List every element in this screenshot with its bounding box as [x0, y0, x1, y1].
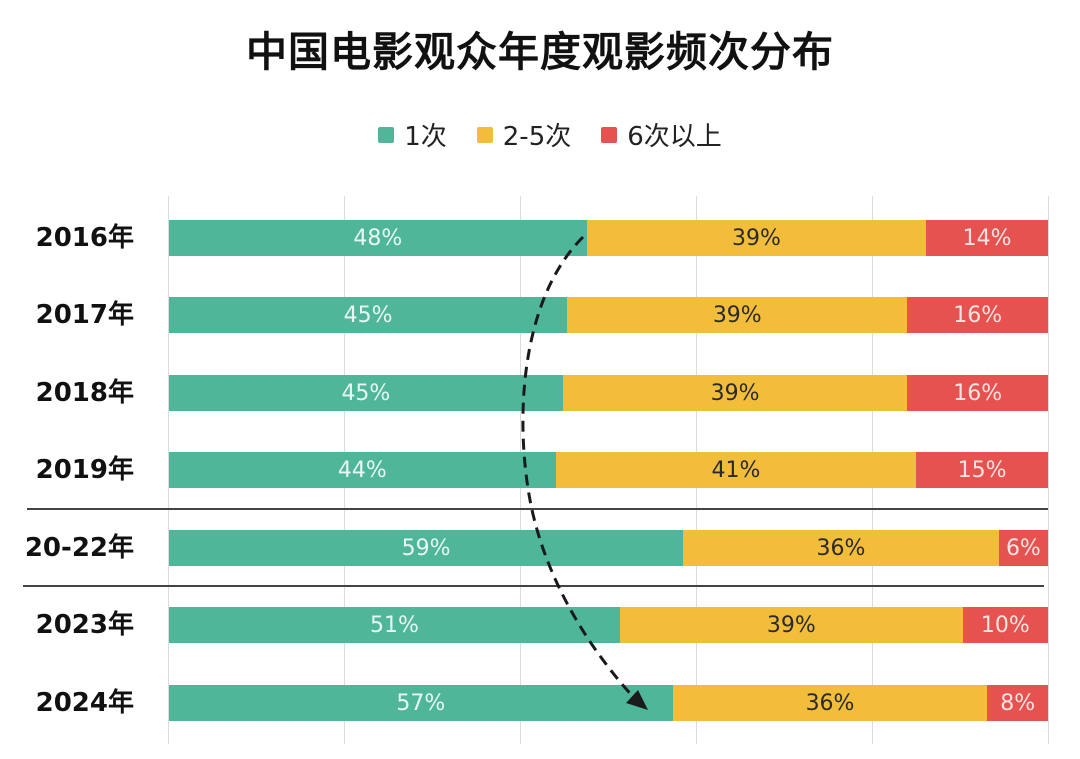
- segment-once: 57%: [169, 685, 673, 721]
- segment-2-5: 39%: [562, 375, 908, 411]
- segment-2-5: 41%: [555, 452, 917, 488]
- legend-label: 2-5次: [502, 122, 572, 152]
- stacked-bar-2016: 48% 39% 14%: [169, 220, 1049, 256]
- segment-6plus: 6%: [998, 530, 1048, 566]
- segment-6plus: 14%: [926, 220, 1049, 256]
- segment-once: 59%: [169, 530, 684, 566]
- segment-6plus: 10%: [962, 607, 1048, 643]
- segment-6plus: 8%: [987, 685, 1049, 721]
- segment-once: 48%: [169, 220, 587, 256]
- gridline: [1048, 196, 1049, 744]
- legend-swatch-yellow-icon: [476, 126, 493, 143]
- stacked-bar-2024: 57% 36% 8%: [169, 685, 1049, 721]
- legend-swatch-green-icon: [378, 126, 395, 143]
- segment-6plus: 16%: [907, 297, 1048, 333]
- legend-item-6plus: 6次以上: [601, 116, 722, 153]
- stacked-bar-2023: 51% 39% 10%: [169, 607, 1048, 643]
- legend-item-once: 1次: [378, 116, 447, 153]
- segment-2-5: 39%: [619, 607, 963, 643]
- legend-label: 1次: [404, 122, 447, 152]
- segment-2-5: 36%: [683, 530, 999, 566]
- legend-swatch-red-icon: [601, 126, 618, 143]
- segment-2-5: 39%: [586, 220, 927, 256]
- row-label: 2016年: [35, 223, 134, 253]
- row-label: 20-22年: [24, 533, 134, 563]
- segment-once: 45%: [169, 297, 568, 333]
- row-label: 2018年: [35, 378, 134, 408]
- group-separator: [23, 585, 1044, 587]
- stacked-bar-2019: 44% 41% 15%: [169, 452, 1048, 488]
- segment-once: 44%: [169, 452, 556, 488]
- row-label: 2024年: [35, 688, 134, 718]
- gridline: [168, 196, 169, 744]
- group-separator: [27, 508, 1048, 510]
- row-label: 2023年: [35, 610, 134, 640]
- segment-once: 45%: [169, 375, 563, 411]
- stacked-bar-2018: 45% 39% 16%: [169, 375, 1048, 411]
- segment-2-5: 36%: [672, 685, 988, 721]
- segment-6plus: 15%: [916, 452, 1048, 488]
- chart-legend: 1次 2-5次 6次以上: [0, 116, 1080, 153]
- segment-once: 51%: [169, 607, 620, 643]
- stacked-bar-2017: 45% 39% 16%: [169, 297, 1048, 333]
- segment-6plus: 16%: [907, 375, 1048, 411]
- stacked-bar-2020-2022: 59% 36% 6%: [169, 530, 1048, 566]
- chart-title: 中国电影观众年度观影频次分布: [246, 28, 834, 76]
- row-label: 2017年: [35, 300, 134, 330]
- legend-item-2-5: 2-5次: [476, 116, 572, 153]
- segment-2-5: 39%: [567, 297, 908, 333]
- row-label: 2019年: [35, 455, 134, 485]
- legend-label: 6次以上: [627, 122, 722, 152]
